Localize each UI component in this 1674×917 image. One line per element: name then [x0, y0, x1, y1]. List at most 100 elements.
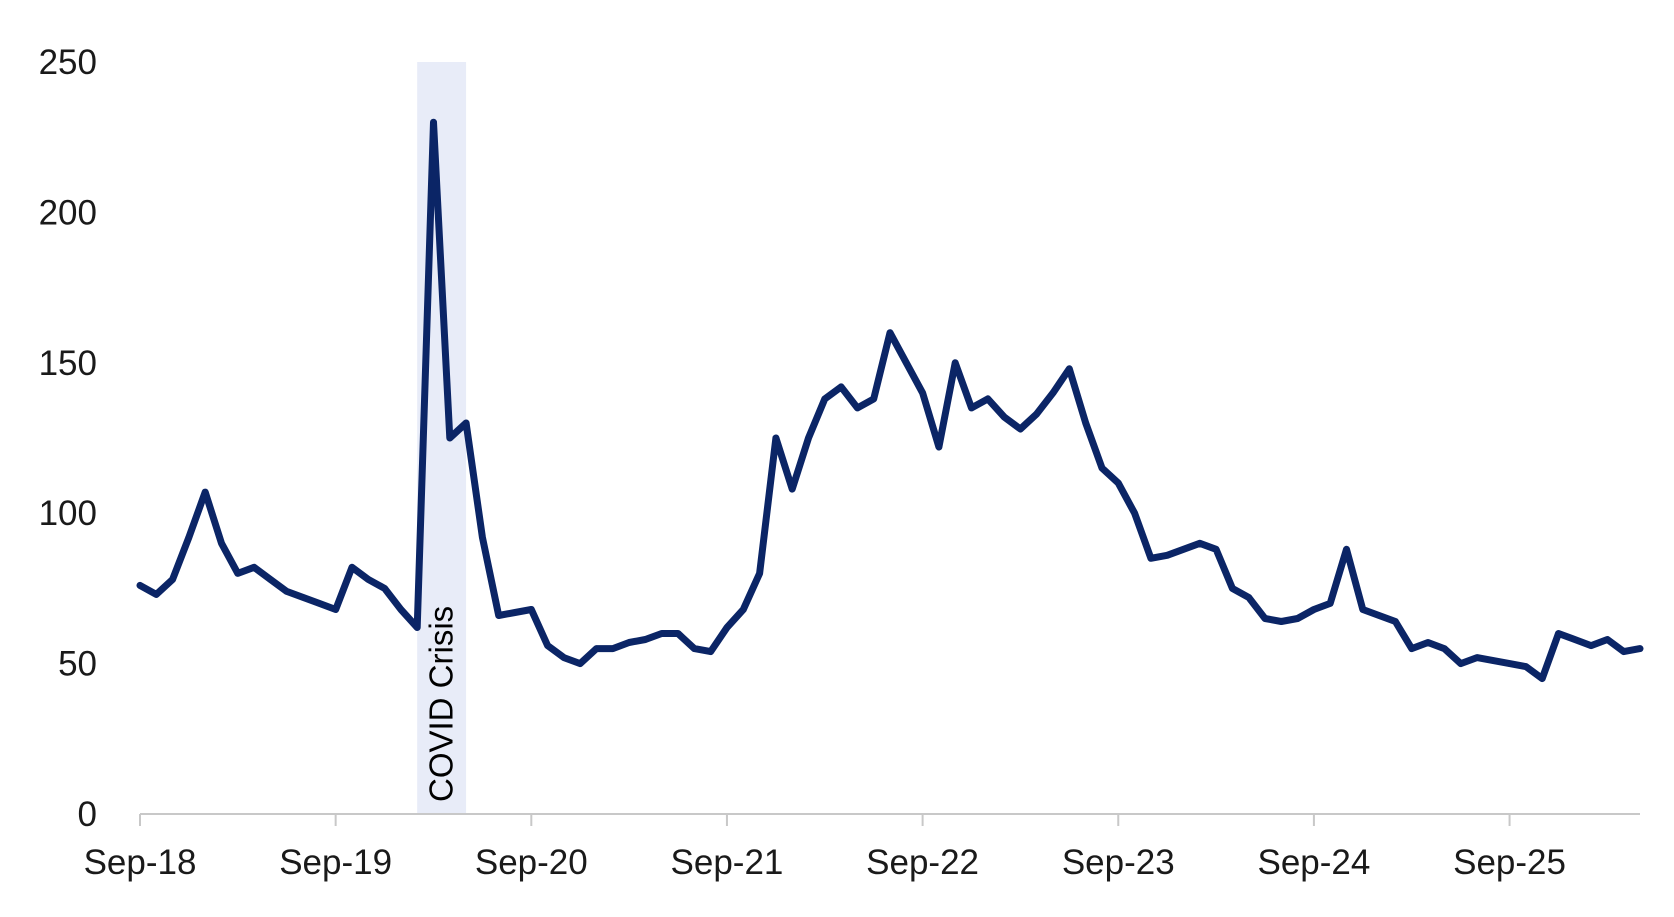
data-point-72: [1310, 606, 1318, 613]
data-point-30: [625, 639, 633, 646]
data-point-35: [707, 648, 714, 655]
y-tick-label-4: 200: [39, 193, 97, 232]
data-point-77: [1392, 618, 1399, 625]
data-point-70: [1278, 618, 1285, 625]
x-tick-label-6: Sep-24: [1257, 843, 1370, 882]
data-point-71: [1294, 615, 1301, 622]
data-point-40: [788, 485, 796, 493]
data-point-83: [1490, 657, 1497, 664]
data-point-9: [283, 588, 290, 595]
data-point-19: [446, 434, 453, 442]
data-point-6: [234, 570, 242, 577]
data-point-24: [528, 606, 535, 613]
data-point-1: [153, 591, 160, 598]
data-point-13: [348, 564, 356, 571]
data-point-80: [1441, 645, 1448, 652]
data-point-92: [1636, 645, 1644, 652]
y-tick-label-5: 250: [39, 43, 97, 82]
data-point-29: [609, 645, 617, 652]
data-point-64: [1180, 546, 1187, 553]
data-point-20: [462, 419, 470, 427]
data-point-73: [1327, 600, 1334, 607]
data-point-17: [413, 624, 421, 631]
data-point-76: [1375, 612, 1383, 619]
data-point-66: [1212, 546, 1220, 553]
data-point-8: [267, 576, 274, 583]
data-point-46: [886, 329, 894, 336]
data-point-31: [642, 636, 649, 643]
data-point-59: [1098, 464, 1106, 472]
data-point-36: [723, 624, 731, 631]
data-point-49: [935, 443, 943, 451]
data-point-2: [169, 576, 176, 583]
data-point-91: [1620, 648, 1627, 655]
x-tick-label-5: Sep-23: [1062, 843, 1175, 882]
data-point-87: [1555, 630, 1562, 637]
data-point-5: [218, 540, 225, 547]
data-point-14: [365, 576, 372, 583]
data-point-41: [805, 434, 812, 442]
data-point-74: [1343, 546, 1350, 553]
data-point-90: [1604, 636, 1611, 643]
y-tick-label-3: 150: [39, 344, 97, 383]
y-tick-label-2: 100: [39, 494, 97, 533]
data-point-50: [952, 359, 959, 366]
series-line-0: [136, 118, 1644, 683]
data-point-48: [919, 389, 926, 397]
data-point-45: [870, 395, 877, 403]
data-point-15: [381, 585, 388, 592]
data-point-56: [1049, 389, 1057, 397]
x-tick-label-4: Sep-22: [866, 843, 979, 882]
data-point-79: [1424, 639, 1432, 646]
data-point-7: [250, 564, 258, 571]
data-point-81: [1457, 660, 1464, 667]
x-tick-label-7: Sep-25: [1453, 843, 1566, 882]
data-point-57: [1066, 365, 1073, 373]
data-point-39: [772, 434, 780, 442]
data-point-63: [1163, 552, 1171, 559]
data-point-32: [658, 630, 665, 637]
data-point-84: [1506, 660, 1513, 667]
data-point-22: [495, 612, 502, 619]
data-point-68: [1245, 594, 1252, 601]
data-point-23: [511, 609, 519, 616]
data-point-88: [1571, 636, 1578, 643]
data-point-47: [903, 359, 910, 366]
data-point-43: [837, 383, 845, 391]
data-point-89: [1587, 642, 1595, 649]
x-tick-label-1: Sep-19: [279, 843, 392, 882]
data-point-37: [740, 606, 747, 613]
data-point-11: [316, 600, 323, 607]
data-point-34: [691, 645, 698, 652]
x-tick-label-0: Sep-18: [84, 843, 197, 882]
data-point-16: [397, 606, 405, 613]
x-tick-label-3: Sep-21: [671, 843, 784, 882]
data-point-75: [1359, 606, 1367, 613]
data-point-0: [136, 582, 144, 589]
data-point-60: [1115, 479, 1122, 487]
data-point-3: [185, 534, 193, 541]
data-point-25: [544, 642, 551, 649]
data-point-55: [1033, 410, 1040, 418]
data-point-82: [1473, 654, 1481, 661]
data-point-4: [202, 488, 209, 496]
data-point-21: [479, 534, 486, 541]
data-point-85: [1522, 663, 1530, 670]
covid-crisis-label: COVID Crisis: [423, 606, 460, 802]
data-point-65: [1196, 540, 1203, 547]
data-point-42: [821, 395, 828, 403]
data-point-69: [1261, 615, 1269, 622]
data-point-52: [984, 395, 992, 403]
data-point-58: [1082, 419, 1089, 427]
y-tick-label-0: 0: [78, 795, 97, 834]
x-tick-label-2: Sep-20: [475, 843, 588, 882]
data-point-18: [430, 118, 437, 126]
data-point-53: [1000, 413, 1008, 421]
data-point-44: [854, 404, 861, 412]
data-point-78: [1408, 645, 1415, 652]
data-point-61: [1131, 510, 1138, 517]
data-point-51: [968, 404, 975, 412]
data-point-86: [1538, 675, 1546, 682]
